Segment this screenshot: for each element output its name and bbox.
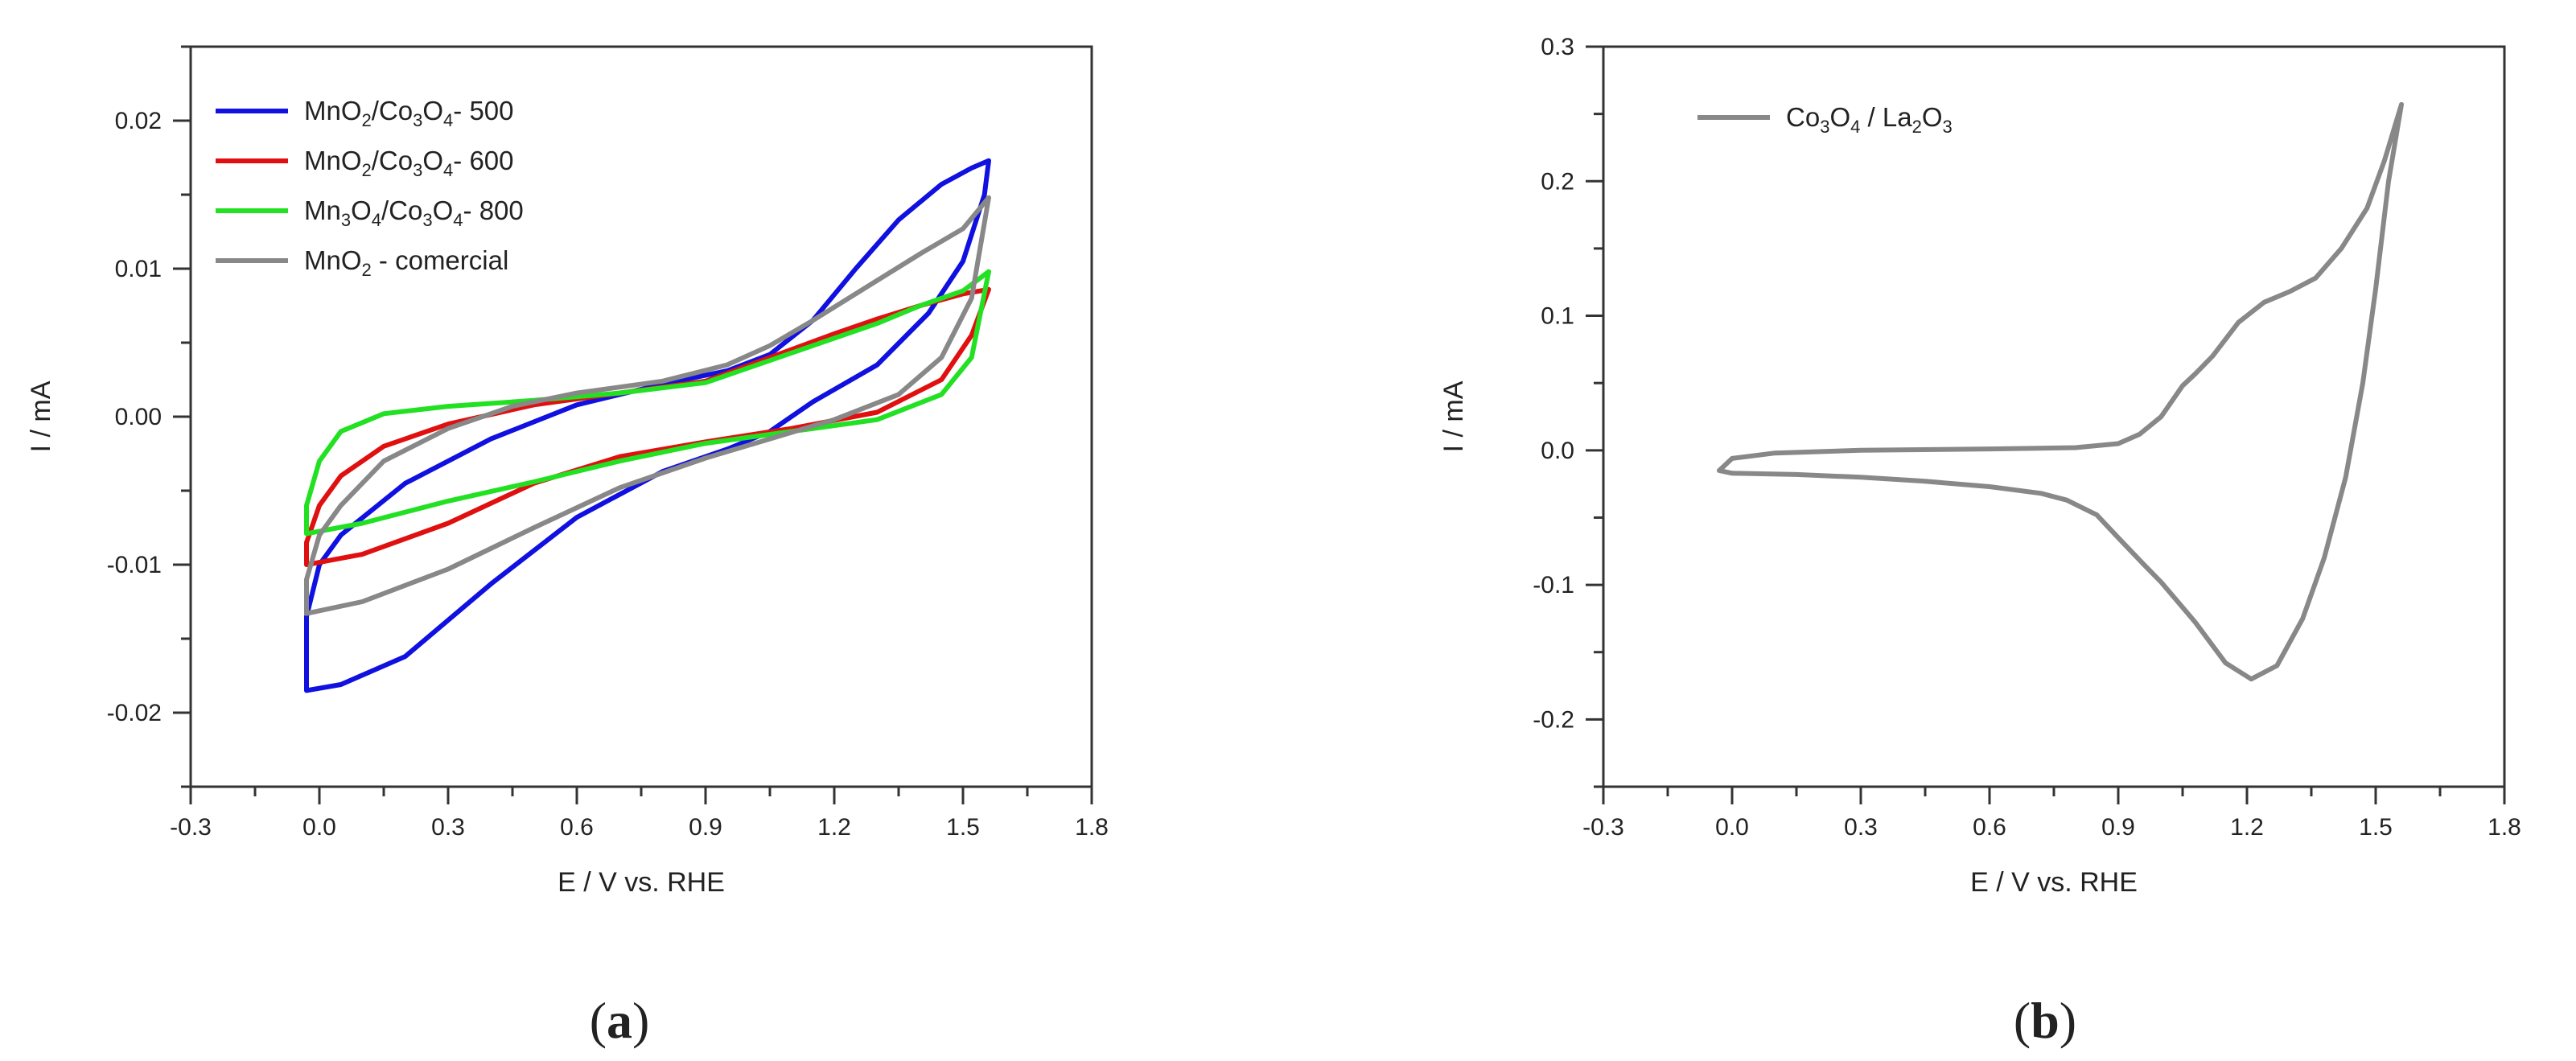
series-line-1 [1717, 101, 2404, 682]
panel-a-chart: -0.3 0.0 0.3 0.6 0.9 1.2 1.5 1.8 -0.02 -0.01 0.00 0… [26, 45, 1109, 1049]
panel-label: (b) [2014, 992, 2076, 1049]
x-tick-label: 0.3 [1844, 814, 1878, 841]
y-tick-label: -0.2 [1533, 706, 1574, 733]
series-line-3 [304, 269, 991, 537]
x-tick-label: 1.5 [2359, 814, 2393, 841]
y-tick-label: 0.01 [115, 256, 162, 282]
series-line-2 [304, 286, 991, 567]
series-line-4 [304, 195, 991, 616]
x-tick-label: 0.6 [560, 814, 594, 841]
x-tick-label: 0.9 [689, 814, 722, 841]
x-tick-label: 1.2 [2230, 814, 2264, 841]
x-tick-label: 0.6 [1973, 814, 2006, 841]
y-tick-label: 0.02 [115, 108, 162, 134]
legend-entry-1: Co3O4 / La2O3 [1786, 102, 1953, 137]
x-axis-label: E / V vs. RHE [558, 867, 725, 898]
y-tick-label: -0.01 [107, 552, 162, 578]
x-tick-label: 1.8 [1075, 814, 1109, 841]
x-tick-label: -0.3 [170, 814, 212, 841]
x-tick-label: 0.0 [1715, 814, 1749, 841]
y-tick-label: -0.1 [1533, 572, 1574, 598]
y-tick-label: 0.2 [1541, 168, 1574, 195]
x-tick-label: 1.8 [2488, 814, 2521, 841]
y-tick-label: 0.1 [1541, 303, 1574, 330]
x-tick-label: 0.3 [431, 814, 465, 841]
x-tick-label: 0.9 [2101, 814, 2135, 841]
legend-entry-1: MnO2/Co3O4- 500 [304, 96, 514, 130]
plot-frame [1602, 45, 2506, 788]
panel-b-chart: -0.3 0.0 0.3 0.6 0.9 1.2 1.5 1.8 -0.2 -0.1 0.0 0.1 0… [1438, 34, 2521, 1049]
legend-entry-4: MnO2 - comercial [304, 245, 508, 280]
legend-entry-3: Mn3O4/Co3O4- 800 [304, 195, 524, 230]
x-tick-label: -0.3 [1582, 814, 1624, 841]
x-tick-label: 1.5 [946, 814, 980, 841]
y-tick-label: 0.00 [115, 404, 162, 430]
y-tick-label: 0.3 [1541, 34, 1574, 60]
x-tick-label: 1.2 [817, 814, 851, 841]
panel-label: (a) [590, 992, 650, 1049]
x-tick-label: 0.0 [302, 814, 336, 841]
y-tick-label: 0.0 [1541, 438, 1574, 464]
x-axis-label: E / V vs. RHE [1970, 867, 2138, 898]
y-axis-label: I / mA [1438, 380, 1469, 452]
series-line-1 [304, 158, 991, 693]
y-axis-label: I / mA [26, 380, 56, 452]
legend-entry-2: MnO2/Co3O4- 600 [304, 146, 514, 180]
y-tick-label: -0.02 [107, 700, 162, 726]
